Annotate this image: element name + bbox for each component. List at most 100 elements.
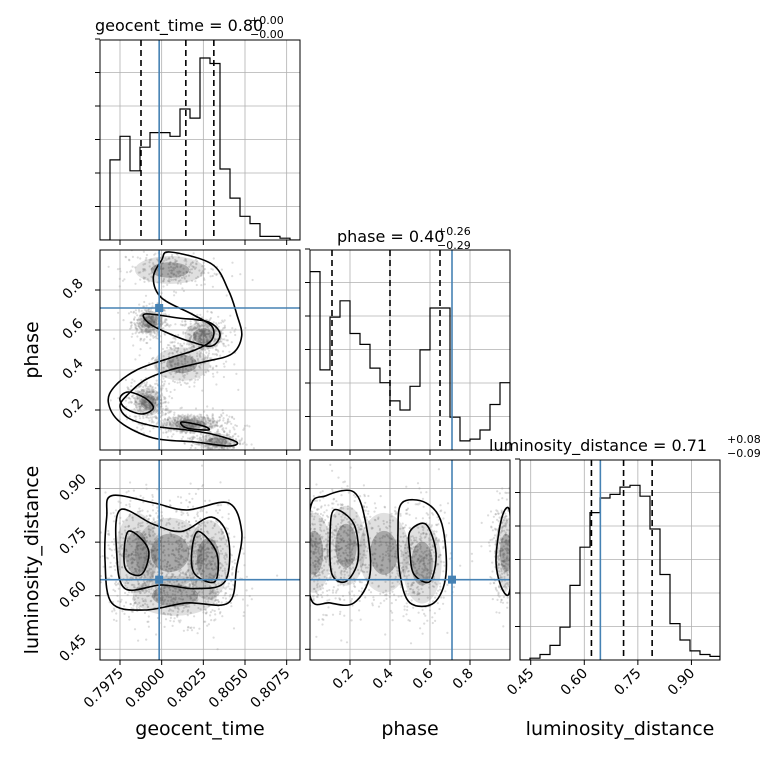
scatter-point-2-0-808 bbox=[248, 594, 251, 598]
scatter-point-1-0-1347 bbox=[184, 417, 187, 420]
scatter-point-2-1-47 bbox=[287, 549, 289, 551]
scatter-point-2-0-29 bbox=[124, 548, 127, 551]
scatter-point-1-0-384 bbox=[223, 319, 226, 322]
scatter-point-1-0-1771 bbox=[177, 369, 180, 372]
scatter-point-1-0-68 bbox=[165, 318, 168, 321]
scatter-point-1-0-41 bbox=[147, 325, 150, 328]
scatter-point-1-0-1284 bbox=[182, 418, 185, 422]
scatter-point-1-0-1516 bbox=[208, 425, 211, 428]
scatter-point-1-0-408 bbox=[202, 333, 205, 336]
scatter-point-1-0-1140 bbox=[201, 416, 204, 419]
scatter-point-1-0-431 bbox=[215, 322, 218, 325]
scatter-point-2-1-237 bbox=[312, 597, 315, 600]
scatter-point-1-0-670 bbox=[196, 322, 199, 326]
scatter-point-1-0-242 bbox=[156, 330, 159, 333]
scatter-point-2-1-1160 bbox=[516, 549, 518, 551]
scatter-point-1-0-1694 bbox=[200, 439, 203, 442]
scatter-point-1-0-723 bbox=[214, 348, 217, 351]
scatter-point-1-0-852 bbox=[145, 392, 149, 395]
scatter-point-2-0-318 bbox=[155, 559, 158, 562]
scatter-point-1-0-2197 bbox=[145, 256, 148, 260]
scatter-point-1-0-335 bbox=[140, 321, 143, 324]
scatter-point-1-0-976 bbox=[141, 402, 144, 405]
scatter-point-1-0-2182 bbox=[225, 294, 228, 297]
scatter-point-2-0-1469 bbox=[171, 624, 174, 628]
scatter-point-1-0-2023 bbox=[168, 261, 172, 264]
scatter-point-1-0-2176 bbox=[139, 271, 142, 274]
scatter-point-1-0-1547 bbox=[214, 432, 217, 435]
scatter-point-1-0-1451 bbox=[163, 422, 166, 425]
scatter-point-2-0-210 bbox=[126, 593, 129, 597]
scatter-point-2-1-504 bbox=[367, 494, 370, 498]
scatter-point-1-0-1383 bbox=[209, 419, 212, 422]
scatter-point-1-0-2008 bbox=[129, 270, 132, 273]
scatter-point-1-0-544 bbox=[214, 328, 217, 331]
scatter-point-2-0-121 bbox=[112, 520, 115, 523]
scatter-point-1-0-645 bbox=[206, 326, 209, 329]
scatter-point-1-0-675 bbox=[208, 332, 211, 335]
scatter-point-2-0-284 bbox=[118, 568, 121, 571]
scatter-point-1-0-1534 bbox=[208, 439, 211, 442]
scatter-point-2-0-467 bbox=[232, 545, 235, 548]
scatter-point-2-1-963 bbox=[441, 540, 445, 543]
scatter-point-1-0-1339 bbox=[205, 421, 208, 424]
scatter-point-2-0-66 bbox=[127, 533, 130, 536]
scatter-point-1-0-113 bbox=[166, 322, 169, 325]
scatter-point-1-0-1055 bbox=[144, 405, 147, 408]
scatter-point-1-0-2056 bbox=[184, 257, 187, 261]
scatter-point-1-0-1557 bbox=[242, 428, 245, 431]
scatter-point-1-0-558 bbox=[199, 351, 202, 355]
scatter-point-1-0-1156 bbox=[176, 420, 179, 423]
scatter-point-2-0-807 bbox=[131, 610, 134, 613]
scatter-point-2-1-353 bbox=[322, 618, 325, 622]
scatter-point-2-0-31 bbox=[138, 556, 141, 559]
scatter-point-2-1-1043 bbox=[425, 491, 428, 494]
scatter-point-2-0-32 bbox=[148, 561, 151, 564]
scatter-point-2-0-68 bbox=[151, 495, 154, 498]
scatter-point-1-0-552 bbox=[192, 339, 195, 342]
scatter-point-1-0-1209 bbox=[197, 420, 200, 423]
scatter-point-1-0-1838 bbox=[215, 364, 218, 368]
scatter-point-1-0-1837 bbox=[169, 346, 172, 349]
scatter-point-2-0-431 bbox=[220, 528, 223, 531]
scatter-point-2-0-125 bbox=[134, 570, 137, 573]
scatter-point-1-0-479 bbox=[200, 349, 203, 352]
scatter-point-1-0-811 bbox=[150, 398, 153, 401]
scatter-point-2-0-502 bbox=[216, 540, 219, 543]
scatter-point-1-0-1421 bbox=[200, 418, 203, 422]
scatter-point-2-0-832 bbox=[188, 492, 191, 495]
scatter-point-1-0-319 bbox=[136, 335, 139, 338]
scatter-point-1-0-137 bbox=[160, 316, 163, 319]
scatter-point-2-1-272 bbox=[311, 510, 314, 513]
scatter-point-1-0-2082 bbox=[203, 283, 206, 286]
scatter-point-1-0-1937 bbox=[174, 362, 177, 365]
scatter-point-1-0-1794 bbox=[152, 356, 155, 359]
scatter-point-1-0-1084 bbox=[138, 408, 142, 411]
scatter-point-2-0-473 bbox=[193, 516, 196, 519]
scatter-point-2-1-66 bbox=[297, 551, 299, 553]
scatter-point-1-0-1742 bbox=[208, 430, 211, 433]
scatter-point-1-0-617 bbox=[200, 329, 203, 332]
scatter-point-2-0-1312 bbox=[209, 611, 212, 614]
scatter-point-1-0-611 bbox=[198, 336, 201, 339]
scatter-point-1-0-731 bbox=[205, 325, 208, 328]
scatter-point-2-0-966 bbox=[188, 501, 191, 504]
scatter-point-2-0-423 bbox=[186, 547, 189, 550]
scatter-point-1-0-895 bbox=[152, 397, 155, 400]
scatter-point-1-0-2163 bbox=[198, 269, 201, 272]
scatter-point-1-0-449 bbox=[199, 334, 202, 337]
scatter-point-1-0-164 bbox=[153, 320, 156, 323]
scatter-point-2-1-102 bbox=[301, 579, 303, 581]
scatter-point-1-0-1878 bbox=[184, 367, 188, 370]
scatter-point-1-0-841 bbox=[127, 387, 130, 390]
scatter-point-1-0-212 bbox=[145, 328, 148, 331]
scatter-point-2-0-357 bbox=[118, 547, 121, 550]
scatter-point-1-0-1957 bbox=[233, 363, 236, 366]
scatter-point-1-0-1996 bbox=[171, 352, 174, 355]
scatter-point-2-0-205 bbox=[117, 541, 120, 544]
scatter-point-1-0-1947 bbox=[196, 357, 199, 360]
scatter-point-1-0-1926 bbox=[191, 360, 194, 363]
scatter-point-2-0-425 bbox=[203, 540, 206, 543]
scatter-point-1-0-2069 bbox=[189, 268, 192, 271]
scatter-point-1-0-1559 bbox=[190, 444, 193, 447]
